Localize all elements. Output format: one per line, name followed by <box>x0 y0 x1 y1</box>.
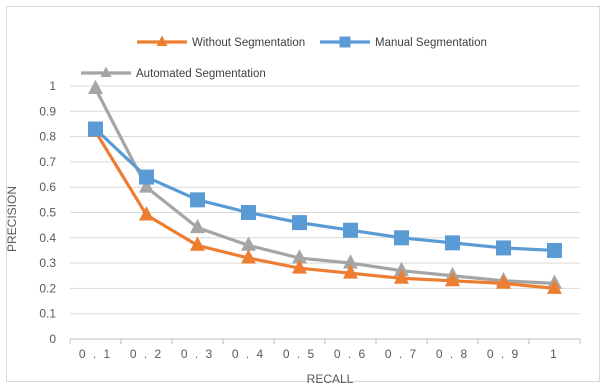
legend-marker <box>100 66 112 77</box>
legend-label: Automated Segmentation <box>136 68 266 80</box>
series-line <box>93 129 557 290</box>
legend-item-manual-segmentation: Manual Segmentation <box>320 36 487 49</box>
data-point <box>139 169 154 185</box>
x-tick-label: 0 . 6 <box>334 347 367 361</box>
y-tick-label: 0 <box>49 332 56 346</box>
x-tick-label: 1 <box>550 347 559 361</box>
series-line <box>93 127 557 253</box>
data-point <box>241 205 256 220</box>
legend: Without Segmentation Manual Segmentation A… <box>81 35 487 80</box>
legend-label: Manual Segmentation <box>375 37 487 49</box>
data-point <box>292 259 307 274</box>
y-tick-label: 0.1 <box>39 307 56 321</box>
data-point <box>190 192 205 208</box>
x-axis-title: RECALL <box>307 372 354 386</box>
y-tick-label: 0.5 <box>39 206 56 220</box>
legend-item-without-segmentation: Without Segmentation <box>137 35 305 49</box>
y-tick-label: 0.3 <box>39 256 56 270</box>
data-point <box>139 206 154 221</box>
data-point <box>343 222 358 238</box>
x-tick-label: 0 . 3 <box>181 347 214 361</box>
data-point <box>547 279 562 294</box>
data-point <box>394 261 409 277</box>
data-point <box>496 240 511 256</box>
x-tick-label: 0 . 2 <box>130 347 163 361</box>
x-tick-label: 0 . 4 <box>232 347 265 361</box>
y-tick-label: 0.7 <box>39 155 56 169</box>
data-point <box>445 271 460 287</box>
data-point <box>241 249 256 264</box>
x-tick-label: 0 . 7 <box>385 347 418 361</box>
y-tick-label: 0.9 <box>39 104 56 118</box>
x-tick-label: 0 . 9 <box>487 347 520 361</box>
x-tick-label: 0 . 1 <box>79 347 112 361</box>
data-point <box>343 254 358 269</box>
series-group <box>88 79 562 294</box>
legend-label: Without Segmentation <box>192 37 305 49</box>
series-line <box>93 86 557 285</box>
data-point <box>547 242 562 258</box>
data-point <box>139 178 154 193</box>
data-point <box>88 121 103 137</box>
data-point <box>394 230 409 246</box>
data-point <box>292 249 307 264</box>
y-axis-ticks: 0 0.1 0.2 0.3 0.4 0.5 0.6 0.7 0.8 0.9 1 <box>39 79 56 346</box>
data-point <box>496 274 511 289</box>
data-point <box>241 236 256 251</box>
data-point <box>190 218 205 234</box>
series-without-segmentation <box>88 122 562 294</box>
y-axis-title: PRECISION <box>5 186 19 252</box>
series-manual-segmentation <box>88 121 562 258</box>
data-point <box>394 269 409 284</box>
legend-marker <box>339 36 351 48</box>
legend-marker <box>156 35 168 46</box>
x-axis <box>69 338 581 344</box>
data-point <box>88 79 103 94</box>
legend-item-automated-segmentation: Automated Segmentation <box>81 66 266 80</box>
x-tick-label: 0 . 5 <box>283 347 316 361</box>
data-point <box>343 264 358 279</box>
data-point <box>190 236 205 251</box>
x-tick-label: 0 . 8 <box>436 347 469 361</box>
y-tick-label: 0.4 <box>39 231 56 245</box>
y-tick-label: 0.2 <box>39 281 56 295</box>
chart-frame <box>6 6 600 382</box>
y-tick-label: 1 <box>49 79 56 93</box>
y-tick-label: 0.6 <box>39 180 56 194</box>
data-point <box>292 215 307 231</box>
data-point <box>445 235 460 251</box>
gridlines <box>70 85 580 315</box>
y-tick-label: 0.8 <box>39 130 56 144</box>
x-axis-ticks: 0 . 1 0 . 2 0 . 3 0 . 4 0 . 5 0 . 6 0 . 7 0 . 8… <box>79 347 559 361</box>
